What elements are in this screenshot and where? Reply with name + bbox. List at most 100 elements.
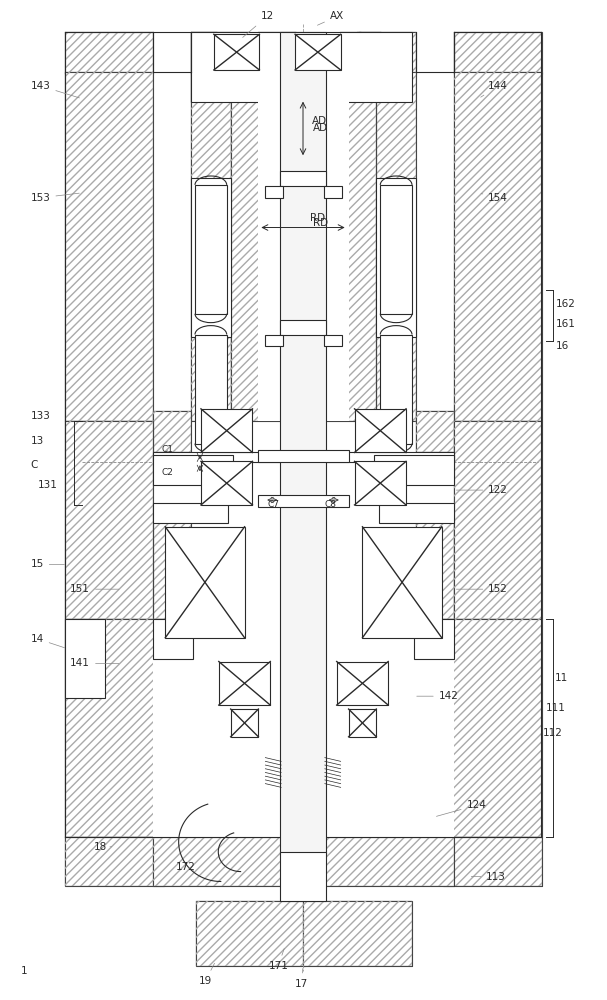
Bar bbox=[303, 837, 453, 886]
Bar bbox=[362, 527, 442, 638]
Bar bbox=[191, 32, 251, 74]
Bar bbox=[303, 837, 453, 886]
Bar bbox=[65, 72, 154, 421]
Bar bbox=[356, 32, 416, 74]
Bar bbox=[154, 455, 232, 485]
Text: 171: 171 bbox=[268, 949, 288, 971]
Bar bbox=[259, 69, 296, 102]
Bar bbox=[195, 185, 226, 314]
Bar bbox=[376, 178, 416, 337]
Bar bbox=[354, 461, 406, 505]
Text: C7: C7 bbox=[267, 500, 279, 509]
Text: 162: 162 bbox=[555, 299, 575, 309]
Text: RD: RD bbox=[310, 213, 325, 223]
Text: 172: 172 bbox=[176, 862, 196, 872]
Bar bbox=[340, 32, 361, 102]
Bar bbox=[416, 520, 453, 619]
Bar bbox=[303, 619, 453, 837]
Bar bbox=[196, 901, 305, 966]
Text: AD: AD bbox=[313, 123, 328, 133]
Bar bbox=[65, 619, 224, 837]
Bar bbox=[280, 32, 326, 855]
Text: 142: 142 bbox=[417, 691, 459, 701]
Bar bbox=[379, 503, 453, 523]
Text: C8: C8 bbox=[325, 500, 337, 509]
Bar bbox=[65, 32, 154, 74]
Bar bbox=[416, 411, 453, 452]
Bar bbox=[154, 520, 191, 619]
Bar bbox=[231, 72, 376, 421]
Bar bbox=[383, 619, 542, 837]
Bar bbox=[65, 72, 154, 421]
Text: 111: 111 bbox=[546, 703, 566, 713]
Bar bbox=[356, 32, 416, 74]
Bar bbox=[383, 619, 542, 837]
Bar bbox=[259, 72, 348, 421]
Text: 16: 16 bbox=[555, 341, 569, 351]
Bar bbox=[453, 72, 542, 421]
Bar bbox=[154, 452, 282, 462]
Bar bbox=[191, 32, 412, 102]
Text: C: C bbox=[30, 460, 38, 470]
Text: 19: 19 bbox=[199, 963, 214, 986]
Bar bbox=[414, 619, 453, 659]
Bar bbox=[453, 421, 542, 619]
Text: 112: 112 bbox=[543, 728, 563, 738]
Bar bbox=[154, 503, 228, 523]
Bar bbox=[453, 32, 542, 74]
Text: AX: AX bbox=[317, 11, 344, 25]
Bar bbox=[154, 619, 304, 837]
Text: 143: 143 bbox=[30, 81, 80, 98]
Bar bbox=[231, 72, 376, 421]
Bar bbox=[359, 32, 381, 102]
Bar bbox=[354, 409, 406, 452]
Bar bbox=[280, 320, 326, 335]
Bar bbox=[375, 455, 453, 485]
Bar bbox=[191, 32, 251, 74]
Bar bbox=[201, 461, 253, 505]
Bar bbox=[165, 527, 245, 638]
Bar bbox=[443, 837, 542, 886]
Bar bbox=[295, 34, 341, 70]
Bar bbox=[337, 662, 388, 705]
Bar bbox=[376, 72, 416, 421]
Bar bbox=[324, 335, 342, 346]
Bar bbox=[201, 409, 253, 452]
Bar bbox=[324, 186, 342, 198]
Text: 13: 13 bbox=[30, 436, 44, 446]
Text: 152: 152 bbox=[456, 584, 508, 594]
Bar bbox=[453, 72, 542, 421]
Bar bbox=[65, 421, 154, 619]
Text: 154: 154 bbox=[481, 193, 508, 203]
Text: 113: 113 bbox=[471, 872, 506, 882]
Bar bbox=[359, 32, 381, 102]
Text: 161: 161 bbox=[555, 319, 575, 329]
Text: 12: 12 bbox=[243, 11, 274, 37]
Bar bbox=[154, 411, 191, 452]
Bar bbox=[381, 185, 412, 314]
Text: 122: 122 bbox=[456, 485, 508, 495]
Bar bbox=[65, 421, 154, 619]
Bar bbox=[65, 837, 164, 886]
Bar bbox=[416, 520, 453, 619]
Bar bbox=[348, 709, 376, 737]
Text: 14: 14 bbox=[30, 634, 64, 648]
Bar bbox=[280, 852, 326, 901]
Bar bbox=[259, 32, 296, 74]
Bar bbox=[259, 69, 296, 102]
Text: 133: 133 bbox=[30, 411, 50, 421]
Bar bbox=[381, 335, 412, 444]
Bar bbox=[416, 411, 453, 452]
Text: C2: C2 bbox=[161, 468, 173, 477]
Bar bbox=[325, 452, 453, 462]
Bar bbox=[219, 662, 270, 705]
Bar bbox=[196, 901, 305, 966]
Text: 141: 141 bbox=[70, 658, 119, 668]
Bar bbox=[265, 335, 283, 346]
Bar bbox=[191, 178, 231, 337]
Text: 1: 1 bbox=[21, 966, 27, 976]
Bar bbox=[453, 421, 542, 619]
Bar bbox=[303, 901, 412, 966]
Bar bbox=[191, 72, 231, 421]
Bar bbox=[259, 450, 348, 462]
